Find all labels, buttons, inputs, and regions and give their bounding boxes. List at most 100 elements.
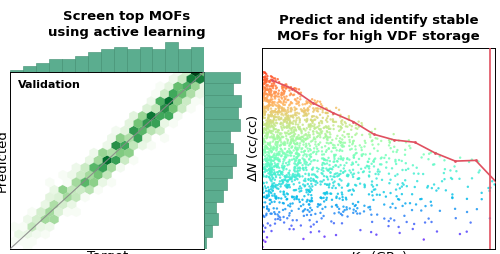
- Point: [348, 163, 356, 167]
- Point: [272, 197, 280, 201]
- Point: [322, 107, 330, 111]
- Point: [308, 199, 316, 203]
- Point: [283, 115, 291, 119]
- Point: [280, 100, 288, 104]
- Point: [436, 209, 444, 213]
- Point: [280, 99, 288, 103]
- Point: [380, 190, 388, 194]
- Point: [282, 167, 290, 171]
- Point: [404, 167, 412, 171]
- Point: [266, 103, 274, 107]
- Point: [263, 207, 271, 211]
- Point: [286, 158, 294, 162]
- Point: [332, 186, 340, 190]
- Point: [268, 159, 276, 163]
- Point: [265, 142, 273, 146]
- Point: [288, 201, 296, 205]
- Point: [276, 169, 283, 173]
- Point: [283, 150, 291, 154]
- Point: [260, 150, 268, 154]
- Point: [268, 89, 276, 93]
- Point: [274, 91, 282, 95]
- Point: [316, 133, 324, 137]
- Point: [302, 137, 310, 141]
- Point: [273, 162, 281, 166]
- Point: [310, 146, 318, 150]
- Point: [322, 148, 330, 152]
- Point: [334, 157, 342, 161]
- Point: [363, 164, 371, 168]
- Point: [359, 170, 367, 174]
- Point: [364, 160, 372, 164]
- Point: [376, 162, 384, 166]
- Point: [284, 203, 292, 208]
- Point: [302, 154, 310, 158]
- Point: [266, 143, 274, 147]
- Point: [280, 109, 288, 114]
- Point: [281, 177, 289, 181]
- Point: [310, 126, 318, 130]
- Point: [311, 118, 319, 122]
- Point: [300, 202, 308, 207]
- Point: [305, 123, 313, 128]
- Point: [264, 116, 272, 120]
- Point: [268, 95, 276, 99]
- Bar: [204, 166, 233, 178]
- Point: [276, 99, 283, 103]
- Point: [292, 162, 300, 166]
- Point: [330, 172, 338, 176]
- Point: [421, 220, 429, 225]
- Point: [258, 170, 266, 174]
- Point: [262, 105, 270, 109]
- Point: [292, 177, 300, 181]
- Point: [320, 191, 328, 195]
- Point: [320, 235, 328, 239]
- Point: [324, 111, 332, 115]
- Point: [346, 168, 354, 172]
- Point: [264, 192, 272, 196]
- Point: [300, 140, 308, 144]
- Point: [326, 163, 334, 167]
- Point: [261, 86, 269, 90]
- Point: [410, 171, 418, 176]
- Point: [260, 91, 268, 96]
- Point: [260, 113, 268, 117]
- Point: [273, 86, 281, 90]
- Point: [283, 179, 291, 183]
- Point: [324, 169, 332, 173]
- Point: [299, 167, 307, 171]
- Point: [277, 142, 285, 147]
- Point: [264, 103, 272, 107]
- Point: [263, 194, 271, 198]
- Point: [286, 173, 294, 177]
- Point: [281, 118, 289, 122]
- Point: [348, 135, 356, 139]
- Point: [264, 127, 272, 131]
- Point: [258, 139, 266, 144]
- Point: [307, 179, 315, 183]
- Point: [294, 133, 302, 137]
- Point: [294, 100, 302, 104]
- Point: [262, 162, 270, 166]
- Point: [284, 114, 292, 118]
- Point: [368, 180, 376, 184]
- Point: [258, 245, 266, 249]
- Point: [290, 105, 298, 109]
- Point: [361, 139, 369, 143]
- Point: [274, 77, 281, 81]
- Point: [344, 214, 351, 218]
- Point: [262, 124, 270, 128]
- Point: [304, 133, 312, 137]
- Point: [259, 131, 267, 135]
- Point: [266, 155, 274, 160]
- Point: [304, 208, 312, 212]
- Point: [272, 107, 280, 111]
- Point: [302, 99, 310, 103]
- Point: [280, 108, 287, 113]
- Point: [338, 143, 346, 147]
- Point: [329, 119, 337, 123]
- Point: [272, 164, 280, 168]
- Point: [264, 162, 272, 166]
- Point: [278, 126, 286, 130]
- Point: [278, 86, 286, 90]
